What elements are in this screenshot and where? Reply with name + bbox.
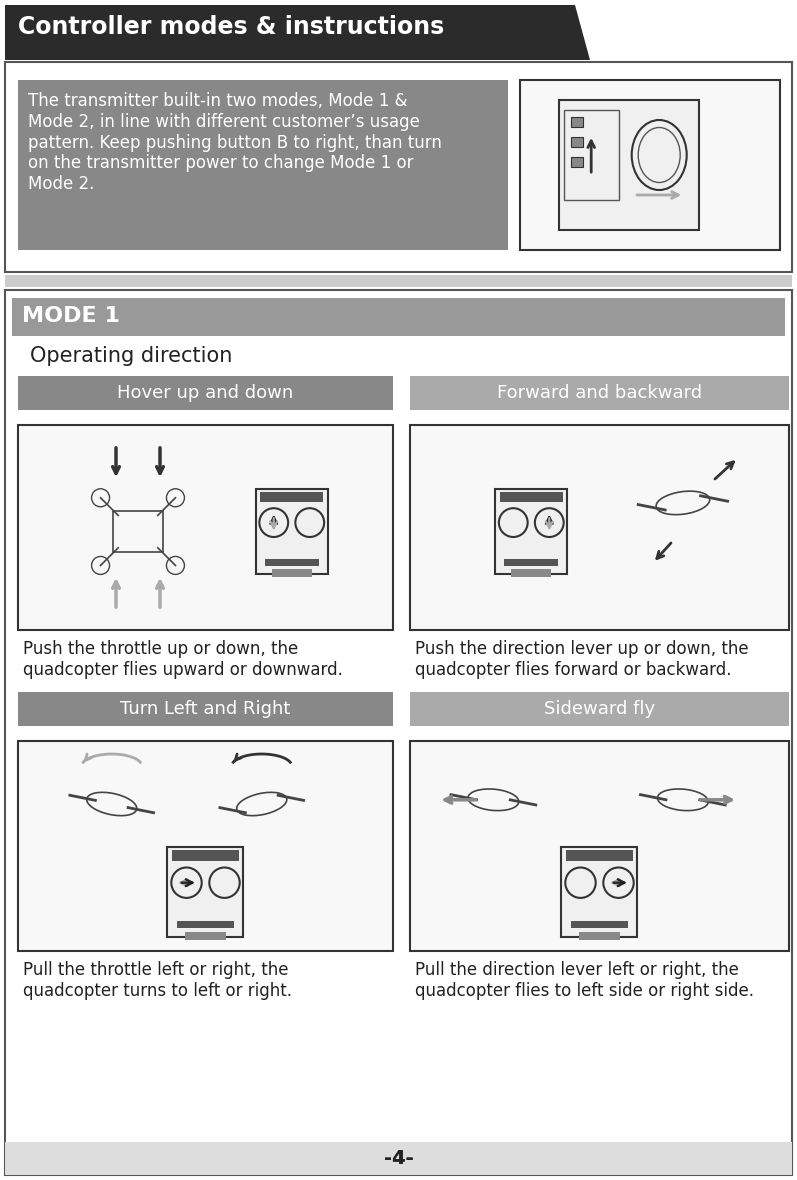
Bar	[172, 850, 239, 861]
Bar	[18, 425, 393, 630]
Bar	[12, 299, 785, 336]
Bar	[571, 117, 583, 127]
Text: MODE 1: MODE 1	[22, 306, 120, 326]
Bar	[571, 920, 628, 929]
Bar	[18, 691, 393, 726]
Bar	[520, 80, 780, 250]
Bar	[167, 847, 244, 937]
Text: The transmitter built-in two modes, Mode 1 &
Mode 2, in line with different cust: The transmitter built-in two modes, Mode…	[28, 92, 442, 194]
Text: Turn Left and Right: Turn Left and Right	[120, 700, 291, 717]
Bar	[18, 80, 508, 250]
Text: Forward and backward: Forward and backward	[497, 384, 702, 402]
Bar	[500, 492, 563, 503]
Text: -4-: -4-	[383, 1148, 414, 1167]
Text: Operating direction: Operating direction	[30, 346, 233, 366]
Bar	[177, 920, 234, 929]
Polygon shape	[560, 5, 590, 60]
Bar	[5, 290, 792, 1175]
Bar	[185, 932, 226, 939]
Bar	[564, 110, 619, 199]
Bar	[410, 691, 789, 726]
Bar	[566, 850, 633, 861]
Bar	[5, 63, 792, 273]
Bar	[559, 100, 699, 230]
Bar	[410, 741, 789, 951]
Bar	[562, 847, 638, 937]
Bar	[5, 1142, 792, 1175]
Text: Pull the direction lever left or right, the
quadcopter flies to left side or rig: Pull the direction lever left or right, …	[415, 961, 754, 999]
Bar	[495, 489, 567, 575]
Bar	[410, 425, 789, 630]
Bar	[261, 492, 324, 503]
Bar	[265, 558, 319, 565]
Bar	[113, 511, 163, 552]
Bar	[18, 376, 393, 409]
Bar	[579, 932, 620, 939]
Bar	[410, 376, 789, 409]
Bar	[5, 275, 792, 287]
Text: Sideward fly: Sideward fly	[544, 700, 655, 717]
Bar	[272, 570, 312, 577]
Bar	[5, 5, 565, 60]
Bar	[512, 570, 551, 577]
Bar	[505, 558, 558, 565]
Text: Push the direction lever up or down, the
quadcopter flies forward or backward.: Push the direction lever up or down, the…	[415, 640, 748, 678]
Text: Pull the throttle left or right, the
quadcopter turns to left or right.: Pull the throttle left or right, the qua…	[23, 961, 292, 999]
Bar	[18, 741, 393, 951]
Bar	[571, 157, 583, 168]
Bar	[571, 137, 583, 148]
Bar	[256, 489, 328, 575]
Text: Push the throttle up or down, the
quadcopter flies upward or downward.: Push the throttle up or down, the quadco…	[23, 640, 343, 678]
Text: Hover up and down: Hover up and down	[117, 384, 293, 402]
Text: -4-: -4-	[383, 1148, 414, 1167]
Text: Controller modes & instructions: Controller modes & instructions	[18, 15, 444, 39]
